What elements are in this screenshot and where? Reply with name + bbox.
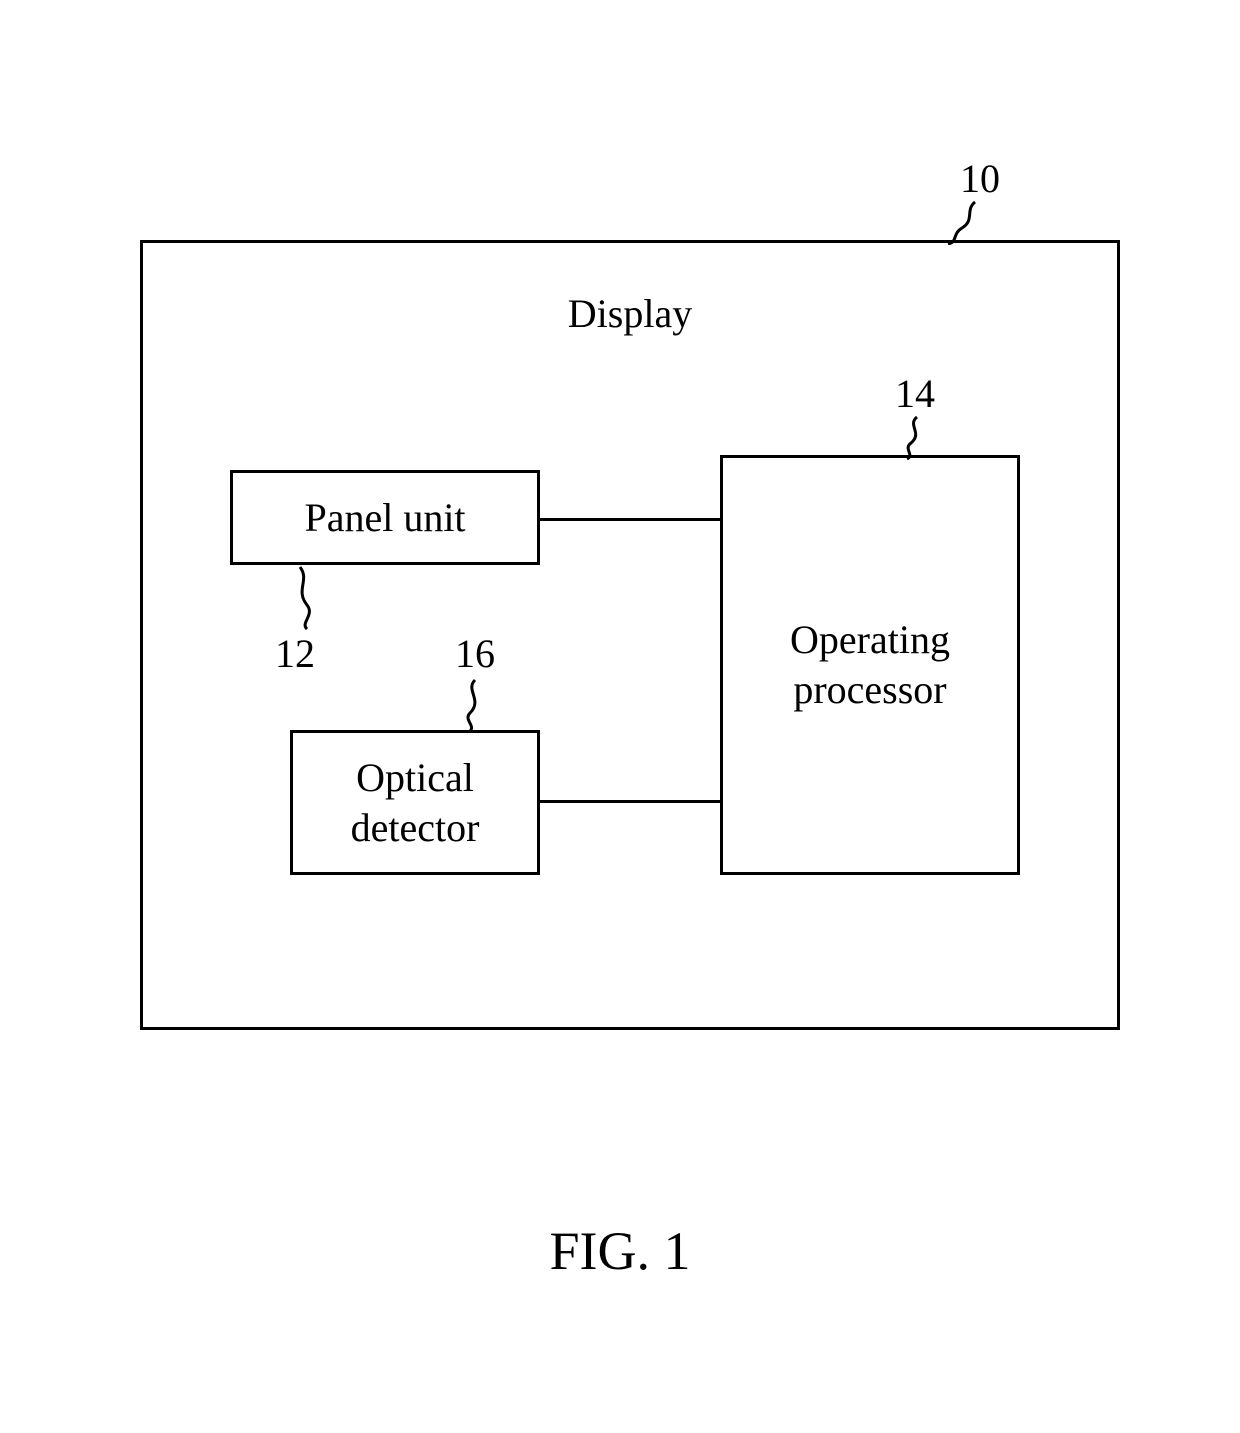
operating-processor-box: Operating processor [720, 455, 1020, 875]
ref-16: 16 [455, 630, 495, 677]
connector-panel-to-processor [540, 518, 720, 521]
squiggle-12 [285, 565, 325, 630]
display-title: Display [525, 290, 735, 337]
panel-unit-label: Panel unit [304, 493, 465, 543]
optical-label-line2: detector [351, 803, 480, 853]
op-proc-label-line1: Operating [790, 615, 950, 665]
squiggle-16 [455, 678, 495, 733]
squiggle-10 [940, 200, 990, 245]
figure-caption: FIG. 1 [470, 1220, 770, 1282]
optical-label-line1: Optical [351, 753, 480, 803]
connector-optical-to-processor [540, 800, 720, 803]
panel-unit-box: Panel unit [230, 470, 540, 565]
optical-detector-box: Optical detector [290, 730, 540, 875]
squiggle-14 [895, 415, 935, 460]
diagram-canvas: Display 10 Panel unit 12 Optical detecto… [0, 0, 1240, 1433]
ref-12: 12 [275, 630, 315, 677]
op-proc-label-line2: processor [790, 665, 950, 715]
ref-10: 10 [960, 155, 1000, 202]
ref-14: 14 [895, 370, 935, 417]
